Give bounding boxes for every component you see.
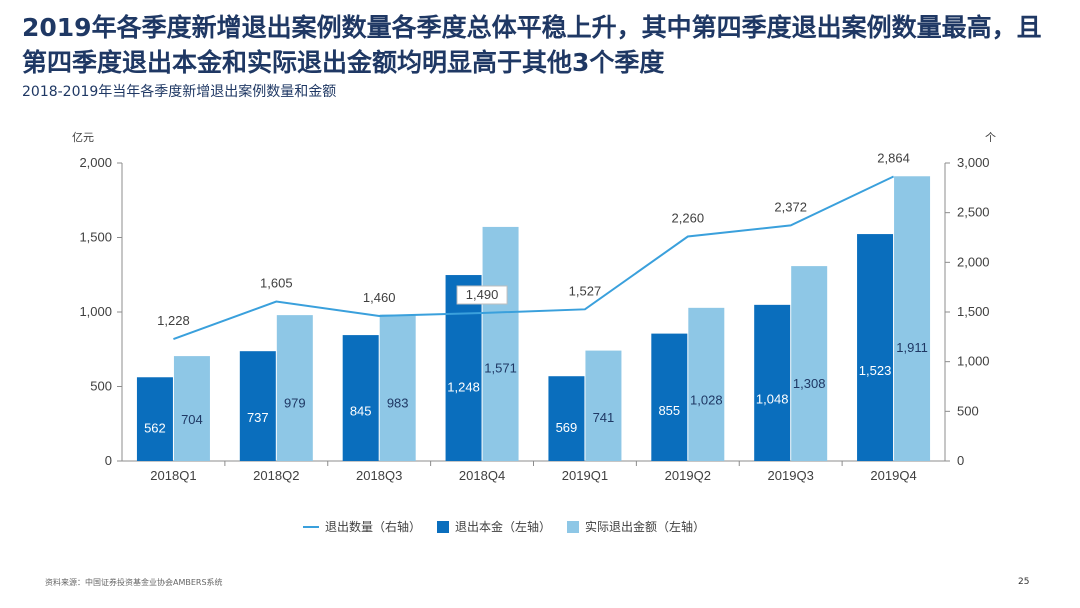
left-axis-unit: 亿元: [72, 131, 94, 144]
bar-actual-amount: [688, 307, 725, 461]
bar-actual-amount-label: 1,911: [896, 340, 928, 355]
line-exit-count-label: 1,490: [466, 287, 499, 302]
x-axis-tick-label: 2019Q1: [562, 468, 608, 483]
bar-actual-amount-label: 741: [593, 410, 615, 425]
bar-principal: [857, 234, 894, 461]
line-exit-count-label: 2,260: [672, 211, 705, 226]
legend-bar-swatch: [567, 521, 579, 533]
bar-actual-amount-label: 1,571: [484, 360, 517, 375]
bar-principal: [651, 333, 688, 461]
bar-principal: [754, 304, 791, 461]
right-axis-tick-label: 1,500: [957, 304, 990, 319]
source-note: 资料来源：中国证券投资基金业协会AMBERS系统: [45, 578, 223, 587]
bar-actual-amount-label: 979: [284, 396, 306, 411]
bar-actual-amount: [482, 226, 519, 461]
left-axis-tick-label: 1,000: [79, 304, 112, 319]
chart-subtitle: 2018-2019年当年各季度新增退出案例数量和金额: [22, 84, 337, 100]
left-axis-tick-label: 500: [90, 379, 112, 394]
right-axis-tick-label: 1,000: [957, 354, 990, 369]
left-axis-tick-label: 1,500: [79, 230, 112, 245]
bar-actual-amount: [894, 176, 931, 462]
line-exit-count: [173, 175, 894, 340]
bar-actual-amount-label: 1,028: [690, 393, 723, 408]
right-axis-tick-label: 0: [957, 453, 964, 468]
right-axis-tick-label: 500: [957, 403, 979, 418]
bar-principal: [548, 376, 585, 461]
x-axis-tick-label: 2019Q2: [665, 468, 711, 483]
bar-actual-amount: [173, 356, 210, 461]
line-exit-count-label: 1,527: [569, 283, 602, 298]
right-axis-tick-label: 2,500: [957, 205, 990, 220]
line-label-box: [456, 285, 508, 305]
x-axis-tick-label: 2019Q3: [768, 468, 814, 483]
bar-principal-label: 845: [350, 404, 372, 419]
bar-principal: [239, 351, 276, 461]
bar-principal-label: 1,248: [447, 380, 480, 395]
line-exit-count-label: 2,372: [774, 199, 807, 214]
legend-label: 退出数量（右轴）: [325, 519, 421, 534]
bar-actual-amount: [276, 315, 313, 461]
bar-actual-amount-label: 1,308: [793, 376, 826, 391]
bar-principal-label: 855: [658, 403, 680, 418]
bar-principal: [342, 335, 379, 461]
bar-actual-amount: [379, 314, 416, 461]
right-axis-tick-label: 3,000: [957, 155, 990, 170]
bar-principal-label: 1,048: [756, 392, 789, 407]
bar-actual-amount-label: 704: [181, 412, 203, 427]
bar-principal-label: 1,523: [859, 363, 892, 378]
bar-actual-amount: [585, 350, 622, 461]
left-axis-tick-label: 2,000: [79, 155, 112, 170]
page-title: 2019年各季度新增退出案例数量各季度总体平稳上升，其中第四季度退出案例数量最高…: [22, 13, 1042, 77]
line-exit-count-label: 1,460: [363, 290, 396, 305]
line-exit-count-label: 1,228: [157, 313, 190, 328]
legend-label: 实际退出金额（左轴）: [585, 519, 705, 534]
right-axis-unit: 个: [985, 131, 996, 144]
line-exit-count-label: 2,864: [877, 151, 910, 166]
x-axis-tick-label: 2018Q2: [253, 468, 299, 483]
legend-label: 退出本金（左轴）: [455, 519, 551, 534]
bar-principal-label: 562: [144, 421, 166, 436]
bar-actual-amount: [791, 266, 828, 461]
bar-principal-label: 569: [556, 420, 578, 435]
bar-principal-label: 737: [247, 410, 269, 425]
x-axis-tick-label: 2018Q4: [459, 468, 505, 483]
left-axis-tick-label: 0: [105, 453, 112, 468]
legend-bar-swatch: [437, 521, 449, 533]
bar-principal: [445, 275, 482, 461]
line-exit-count-label: 1,605: [260, 276, 293, 291]
page-number: 25: [1018, 577, 1030, 587]
right-axis-tick-label: 2,000: [957, 254, 990, 269]
x-axis-tick-label: 2019Q4: [870, 468, 916, 483]
x-axis-tick-label: 2018Q1: [150, 468, 196, 483]
x-axis-tick-label: 2018Q3: [356, 468, 402, 483]
bar-principal: [136, 377, 173, 461]
bar-actual-amount-label: 983: [387, 395, 409, 410]
